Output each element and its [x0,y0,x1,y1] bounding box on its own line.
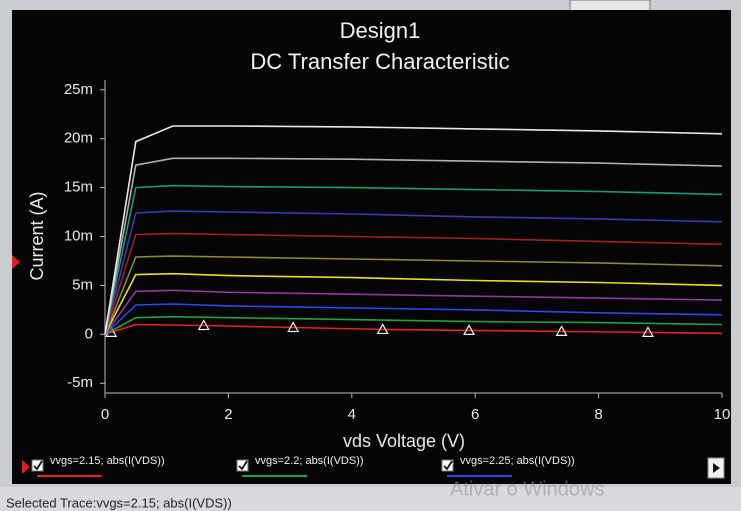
watermark: Ativar o Windows [450,478,605,500]
chart-subtitle: DC Transfer Characteristic [250,49,509,74]
y-tick-label: 10m [64,227,93,244]
y-tick-label: -5m [67,374,93,391]
legend-label: vvgs=2.15; abs(I(VDS)) [50,455,165,467]
y-tick-label: 0 [85,325,93,342]
x-axis-label: vds Voltage (V) [343,431,465,451]
chart-title: Design1 [340,18,421,43]
x-tick-label: 10 [714,406,731,423]
x-tick-label: 0 [101,406,109,423]
y-tick-label: 20m [64,130,93,147]
x-tick-label: 6 [471,406,479,423]
y-tick-label: 15m [64,179,93,196]
legend-label: vvgs=2.2; abs(I(VDS)) [255,455,364,467]
y-tick-label: 5m [72,276,93,293]
chart-panel [12,10,731,484]
x-tick-label: 2 [224,406,232,423]
y-tick-label: 25m [64,81,93,98]
x-tick-label: 4 [348,406,356,423]
x-tick-label: 8 [594,406,602,423]
legend-label: vvgs=2.25; abs(I(VDS)) [460,455,575,467]
screen: Design1 DC Transfer Characteristic vds V… [0,0,741,511]
y-axis-label: Current (A) [27,191,47,280]
status-text: Selected Trace:vvgs=2.15; abs(I(VDS)) [6,495,232,510]
page: Design1 DC Transfer Characteristic vds V… [0,0,741,511]
